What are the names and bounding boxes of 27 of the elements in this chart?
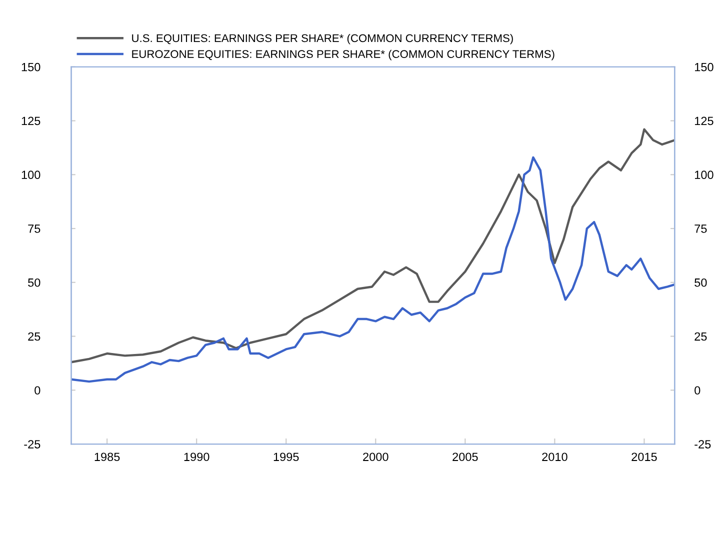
y2-tick-label: 50 xyxy=(28,278,40,287)
x-tick-label: 1995 xyxy=(274,452,299,462)
x-tick-label: 2005 xyxy=(452,452,478,462)
y-tick-label: 25 xyxy=(694,332,707,341)
y2-tick-label: 100 xyxy=(22,170,40,180)
y-tick-label: 150 xyxy=(695,62,714,72)
y2-tick-label: 150 xyxy=(22,62,40,72)
y-tick-label: 0 xyxy=(694,386,700,395)
y2-tick-label: -25 xyxy=(24,440,40,448)
y-tick-label: 50 xyxy=(694,278,707,287)
y-tick-label: 125 xyxy=(695,116,714,126)
x-tick-label: 2000 xyxy=(363,452,388,462)
legend-label: EUROZONE EQUITIES: EARNINGS PER SHARE* (COMMON CURRENCY TERMS) xyxy=(132,50,554,60)
y2-tick-label: 125 xyxy=(22,116,40,126)
y-tick-label: -25 xyxy=(694,440,711,448)
legend-label: U.S. EQUITIES: EARNINGS PER SHARE* (COMMON CURRENCY TERMS) xyxy=(132,34,513,44)
x-tick-label: 2010 xyxy=(542,452,568,462)
y2-tick-label: 75 xyxy=(28,224,40,233)
line-series xyxy=(71,128,675,364)
line-series xyxy=(71,156,675,383)
x-tick-label: 2015 xyxy=(632,452,657,462)
y-tick-label: 100 xyxy=(695,170,714,180)
x-tick-label: 1985 xyxy=(94,452,120,462)
x-tick-label: 1990 xyxy=(184,452,210,462)
y2-tick-label: 0 xyxy=(34,386,40,395)
y-tick-label: 75 xyxy=(694,224,707,233)
y2-tick-label: 25 xyxy=(28,332,40,341)
